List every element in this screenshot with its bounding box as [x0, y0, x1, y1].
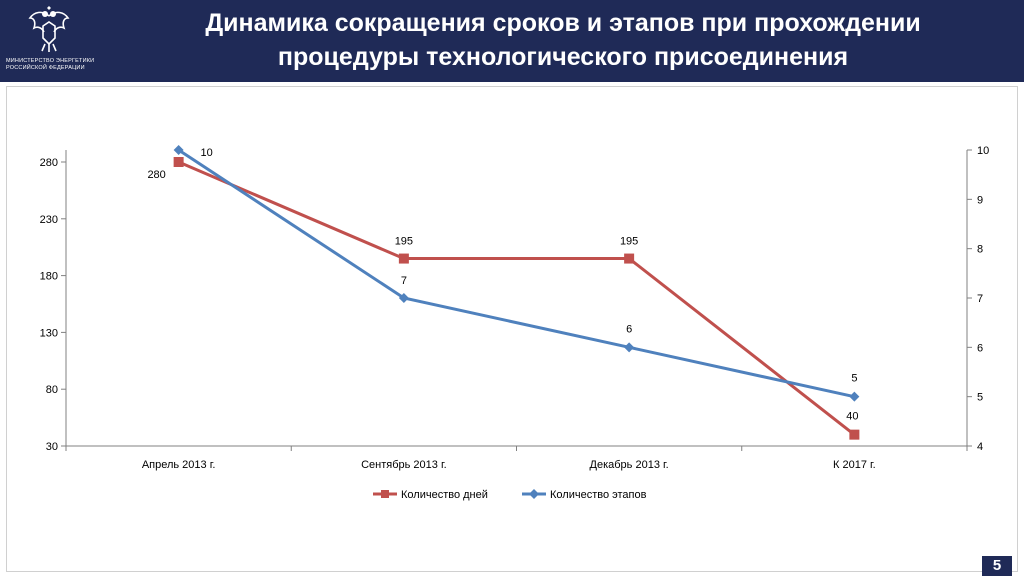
legend-marker-days [381, 490, 389, 498]
x-axis-tick-label: Декабрь 2013 г. [590, 459, 669, 471]
left-axis-tick-label: 230 [40, 214, 58, 226]
series-line-stages [177, 148, 855, 399]
data-point-days [398, 253, 409, 264]
data-label-stages: 5 [851, 373, 857, 385]
x-axis-tick-label: Сентябрь 2013 г. [361, 459, 447, 471]
data-point-days [849, 429, 860, 440]
right-axis-tick-label: 5 [977, 392, 983, 404]
left-axis-tick-label: 280 [40, 157, 58, 169]
left-axis-tick-label: 130 [40, 327, 58, 339]
data-label-days: 195 [620, 236, 638, 248]
right-axis-tick-label: 6 [977, 342, 983, 354]
page-number: 5 [982, 556, 1012, 576]
page-title-line2: процедуры технологического присоединения [277, 43, 849, 71]
right-axis-tick-label: 8 [977, 244, 983, 256]
data-label-days: 280 [147, 169, 165, 181]
header-bar: МИНИСТЕРСТВО ЭНЕРГЕТИКИ РОССИЙСКОЙ ФЕДЕР… [0, 0, 1024, 82]
ministry-name-line2: РОССИЙСКОЙ ФЕДЕРАЦИИ [6, 65, 85, 71]
left-axis-tick-label: 80 [46, 384, 58, 396]
right-axis-tick-label: 9 [977, 194, 983, 206]
data-point-days [173, 157, 184, 167]
page-title: Динамика сокращения сроков и этапов при … [102, 6, 1024, 74]
line-chart: 280 230 180 130 80 30 10 9 8 7 6 5 4 Апрель 2013 г. Се… [40, 145, 989, 501]
legend-label-days: Количество дней [401, 489, 488, 501]
legend-marker-stages [529, 489, 539, 499]
data-point-stages [398, 293, 409, 303]
x-axis-tick-label: К 2017 г. [833, 459, 876, 471]
data-label-stages: 10 [201, 147, 213, 159]
legend-label-stages: Количество этапов [550, 489, 647, 501]
data-point-stages [624, 342, 635, 353]
data-point-stages [173, 145, 184, 155]
x-axis-tick-label: Апрель 2013 г. [142, 459, 216, 471]
data-label-stages: 7 [401, 275, 407, 287]
eagle-emblem-icon [28, 6, 70, 52]
data-label-stages: 6 [626, 323, 632, 335]
ministry-logo: МИНИСТЕРСТВО ЭНЕРГЕТИКИ РОССИЙСКОЙ ФЕДЕР… [0, 0, 102, 82]
left-axis-tick-label: 30 [46, 441, 58, 453]
right-axis-tick-label: 10 [977, 145, 989, 157]
data-label-days: 40 [846, 411, 858, 423]
series-line-days [178, 160, 856, 436]
ministry-name-line1: МИНИСТЕРСТВО ЭНЕРГЕТИКИ [6, 58, 95, 64]
data-point-stages [849, 391, 860, 402]
right-axis-tick-label: 7 [977, 293, 983, 305]
left-axis-tick-label: 180 [40, 271, 58, 283]
data-label-days: 195 [395, 236, 413, 248]
chart-frame: 280 230 180 130 80 30 10 9 8 7 6 5 4 Апрель 2013 г. Се… [6, 86, 1018, 572]
page-title-line1: Динамика сокращения сроков и этапов при … [205, 9, 921, 37]
data-point-days [624, 253, 635, 264]
ministry-name: МИНИСТЕРСТВО ЭНЕРГЕТИКИ РОССИЙСКОЙ ФЕДЕР… [6, 58, 98, 72]
right-axis-tick-label: 4 [977, 441, 983, 453]
